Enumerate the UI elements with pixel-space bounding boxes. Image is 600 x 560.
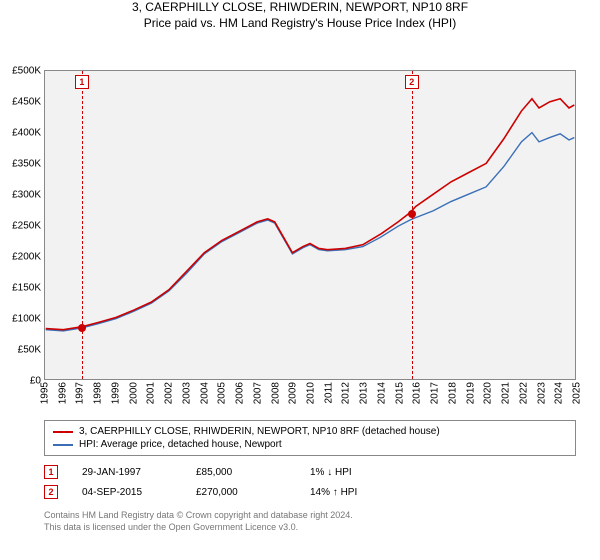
sale-price: £270,000 bbox=[196, 487, 286, 498]
sale-marker-dot bbox=[408, 210, 416, 218]
chart-below-section: 3, CAERPHILLY CLOSE, RHIWDERIN, NEWPORT,… bbox=[0, 420, 600, 533]
sale-delta: 1% ↓ HPI bbox=[310, 467, 400, 478]
chart-plot-wrap: £0£50K£100K£150K£200K£250K£300K£350K£400… bbox=[0, 30, 600, 420]
y-tick-label: £300K bbox=[12, 190, 41, 201]
x-tick-label: 2024 bbox=[554, 382, 565, 404]
y-tick-label: £100K bbox=[12, 314, 41, 325]
sale-price: £85,000 bbox=[196, 467, 286, 478]
y-tick-label: £50K bbox=[18, 345, 41, 356]
sale-date: 04-SEP-2015 bbox=[82, 487, 172, 498]
x-tick-label: 2004 bbox=[199, 382, 210, 404]
x-tick-label: 1998 bbox=[93, 382, 104, 404]
series-hpi bbox=[46, 133, 575, 331]
x-tick-label: 2022 bbox=[518, 382, 529, 404]
sale-date: 29-JAN-1997 bbox=[82, 467, 172, 478]
x-tick-label: 1999 bbox=[110, 382, 121, 404]
x-tick-label: 2013 bbox=[359, 382, 370, 404]
x-tick-label: 2006 bbox=[235, 382, 246, 404]
sale-marker-line bbox=[82, 71, 83, 379]
x-tick-label: 2007 bbox=[252, 382, 263, 404]
x-tick-label: 2005 bbox=[217, 382, 228, 404]
chart-subtitle: Price paid vs. HM Land Registry's House … bbox=[0, 16, 600, 30]
x-tick-label: 2008 bbox=[270, 382, 281, 404]
footnote-line-1: Contains HM Land Registry data © Crown c… bbox=[44, 510, 576, 522]
y-tick-label: £450K bbox=[12, 97, 41, 108]
x-tick-label: 2000 bbox=[128, 382, 139, 404]
x-tick-label: 2017 bbox=[430, 382, 441, 404]
legend-label: 3, CAERPHILLY CLOSE, RHIWDERIN, NEWPORT,… bbox=[79, 426, 440, 437]
y-tick-label: £350K bbox=[12, 159, 41, 170]
sale-marker-badge: 2 bbox=[405, 75, 419, 89]
y-tick-label: £200K bbox=[12, 252, 41, 263]
footnote-line-2: This data is licensed under the Open Gov… bbox=[44, 522, 576, 534]
footnote: Contains HM Land Registry data © Crown c… bbox=[44, 510, 576, 533]
x-tick-label: 2011 bbox=[323, 382, 334, 404]
y-tick-label: £150K bbox=[12, 283, 41, 294]
legend-swatch bbox=[53, 431, 73, 433]
x-tick-label: 2023 bbox=[536, 382, 547, 404]
x-tick-label: 2018 bbox=[447, 382, 458, 404]
x-tick-label: 2021 bbox=[501, 382, 512, 404]
x-tick-label: 1997 bbox=[75, 382, 86, 404]
legend-swatch bbox=[53, 444, 73, 446]
x-tick-label: 2020 bbox=[483, 382, 494, 404]
chart-lines-svg bbox=[45, 71, 575, 379]
sale-marker-line bbox=[412, 71, 413, 379]
legend-row: HPI: Average price, detached house, Newp… bbox=[53, 438, 567, 451]
x-tick-label: 2015 bbox=[394, 382, 405, 404]
x-tick-label: 2010 bbox=[306, 382, 317, 404]
x-tick-label: 2002 bbox=[164, 382, 175, 404]
y-tick-label: £500K bbox=[12, 66, 41, 77]
x-tick-label: 2019 bbox=[465, 382, 476, 404]
x-tick-label: 1996 bbox=[57, 382, 68, 404]
sale-delta: 14% ↑ HPI bbox=[310, 487, 400, 498]
x-tick-label: 2001 bbox=[146, 382, 157, 404]
sale-badge: 2 bbox=[44, 485, 58, 499]
x-tick-label: 2025 bbox=[572, 382, 583, 404]
sale-marker-badge: 1 bbox=[75, 75, 89, 89]
sales-list: 1 29-JAN-1997 £85,000 1% ↓ HPI 2 04-SEP-2015 £… bbox=[44, 462, 576, 502]
chart-title: 3, CAERPHILLY CLOSE, RHIWDERIN, NEWPORT,… bbox=[0, 0, 600, 14]
y-tick-label: £400K bbox=[12, 128, 41, 139]
x-tick-label: 2016 bbox=[412, 382, 423, 404]
sale-marker-dot bbox=[78, 324, 86, 332]
sale-row: 2 04-SEP-2015 £270,000 14% ↑ HPI bbox=[44, 482, 576, 502]
x-tick-label: 2014 bbox=[376, 382, 387, 404]
sale-badge: 1 bbox=[44, 465, 58, 479]
sale-row: 1 29-JAN-1997 £85,000 1% ↓ HPI bbox=[44, 462, 576, 482]
x-tick-label: 2009 bbox=[288, 382, 299, 404]
x-tick-label: 2012 bbox=[341, 382, 352, 404]
chart-plot-area: £0£50K£100K£150K£200K£250K£300K£350K£400… bbox=[44, 70, 576, 380]
x-tick-label: 2003 bbox=[181, 382, 192, 404]
y-tick-label: £250K bbox=[12, 221, 41, 232]
legend-label: HPI: Average price, detached house, Newp… bbox=[79, 439, 282, 450]
legend-row: 3, CAERPHILLY CLOSE, RHIWDERIN, NEWPORT,… bbox=[53, 425, 567, 438]
series-property bbox=[46, 99, 575, 330]
x-tick-label: 1995 bbox=[40, 382, 51, 404]
legend-box: 3, CAERPHILLY CLOSE, RHIWDERIN, NEWPORT,… bbox=[44, 420, 576, 456]
chart-container: 3, CAERPHILLY CLOSE, RHIWDERIN, NEWPORT,… bbox=[0, 0, 600, 560]
